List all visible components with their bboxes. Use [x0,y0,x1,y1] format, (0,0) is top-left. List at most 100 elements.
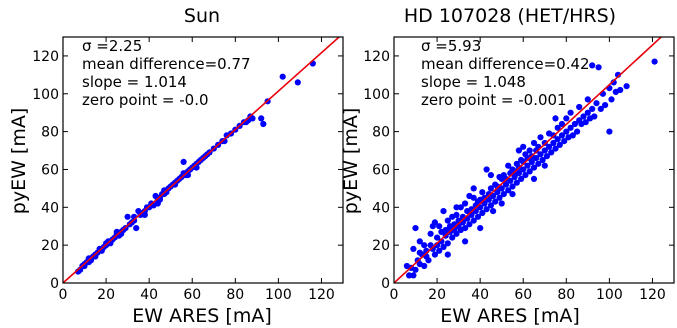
x-tick-label-left-60: 60 [183,287,201,303]
data-point-right-63 [479,189,486,196]
x-axis-label-right: EW ARES [mA] [440,305,579,327]
x-tick-label-right-120: 120 [639,287,666,303]
data-point-right-84 [502,181,510,188]
data-point-right-124 [548,149,555,156]
data-point-right-47 [462,200,469,207]
data-point-right-148 [584,96,591,103]
annotation-mean-diff-right: mean difference=0.42 [421,55,590,73]
data-point-right-169 [453,204,460,211]
data-point-right-138 [567,109,574,116]
data-point-right-179 [520,143,527,150]
data-point-right-104 [524,162,531,169]
annotation-slope-right: slope = 1.048 [421,73,526,91]
data-point-right-102 [522,172,529,179]
data-point-right-72 [490,192,497,200]
data-point-right-98 [518,175,525,182]
data-point-right-111 [530,139,538,147]
data-point-right-38 [453,230,460,237]
data-point-right-78 [496,194,503,201]
x-tick-label-left-0: 0 [59,287,68,303]
data-point-right-66 [483,206,490,213]
x-tick-label-right-40: 40 [471,287,489,303]
data-point-right-134 [563,128,570,135]
data-point-left-24 [124,213,131,220]
data-point-right-11 [421,242,428,249]
y-tick-label-left-40: 40 [41,200,59,216]
data-point-right-82 [500,191,507,198]
data-point-right-135 [563,115,570,122]
x-tick-label-right-100: 100 [596,287,623,303]
data-point-right-145 [580,113,587,120]
data-point-right-146 [582,119,589,126]
annotation-slope-left: slope = 1.014 [82,73,187,91]
data-point-right-161 [610,79,617,86]
data-point-right-39 [453,211,460,218]
x-tick-label-left-80: 80 [226,287,244,303]
data-point-right-96 [515,170,523,177]
y-tick-label-right-0: 0 [381,276,390,292]
data-point-right-92 [511,173,518,181]
data-point-left-77 [258,115,265,122]
data-point-right-174 [552,115,559,122]
data-point-right-118 [539,156,546,164]
data-point-right-18 [431,251,438,258]
x-tick-label-right-0: 0 [390,287,399,303]
data-point-right-4 [412,266,419,273]
data-point-right-141 [574,128,581,135]
y-tick-label-left-60: 60 [41,162,59,178]
data-point-right-164 [617,86,624,94]
data-point-right-110 [530,164,538,171]
data-point-right-100 [520,166,527,173]
y-axis-label-right: pyEW [mA] [340,108,362,214]
data-point-right-90 [509,183,516,190]
data-point-right-127 [552,145,559,152]
data-point-right-177 [444,251,451,258]
data-point-right-181 [416,238,423,245]
data-point-right-88 [507,177,514,184]
y-tick-label-left-120: 120 [32,49,59,65]
x-tick-label-left-20: 20 [97,287,115,303]
data-point-right-165 [623,83,630,90]
y-axis-label-left: pyEW [mA] [8,108,30,214]
data-point-right-152 [591,113,598,120]
data-point-right-3 [410,245,417,252]
data-point-right-112 [533,155,540,162]
y-tick-label-right-100: 100 [363,87,390,103]
data-point-right-55 [470,194,477,201]
data-point-right-157 [602,102,609,109]
data-point-left-76 [249,115,256,122]
annotation-sigma-left: σ =2.25 [82,37,142,55]
chart-title-sun: Sun [184,5,220,27]
data-point-right-54 [470,217,477,224]
data-point-right-70 [487,202,494,209]
data-point-right-50 [466,221,473,228]
data-point-right-107 [526,147,533,154]
data-point-right-131 [558,132,566,139]
data-point-right-168 [477,225,484,232]
data-point-right-173 [530,175,538,182]
y-tick-label-left-0: 0 [50,276,59,292]
data-point-right-159 [606,128,613,135]
data-point-right-16 [427,230,434,237]
y-tick-label-right-120: 120 [363,49,390,65]
annotation-mean-diff-left: mean difference=0.77 [82,55,251,73]
data-point-right-180 [541,162,548,169]
annotation-sigma-right: σ =5.93 [421,37,481,55]
annotation-zero-point-left: zero point = -0.0 [82,91,209,109]
data-point-right-5 [412,225,419,232]
data-point-right-17 [429,245,436,252]
data-point-right-86 [505,187,512,194]
data-point-right-176 [429,223,436,230]
data-point-right-67 [483,166,490,173]
data-point-right-114 [535,160,542,167]
x-tick-label-left-120: 120 [308,287,335,303]
data-point-left-91 [141,211,148,218]
x-tick-label-right-80: 80 [557,287,575,303]
data-point-right-151 [589,62,596,69]
data-point-right-21 [434,234,441,241]
x-tick-label-right-60: 60 [514,287,532,303]
data-point-right-153 [593,100,600,107]
data-point-right-178 [462,238,469,245]
fit-line-right [394,37,663,283]
data-point-left-28 [133,225,140,232]
